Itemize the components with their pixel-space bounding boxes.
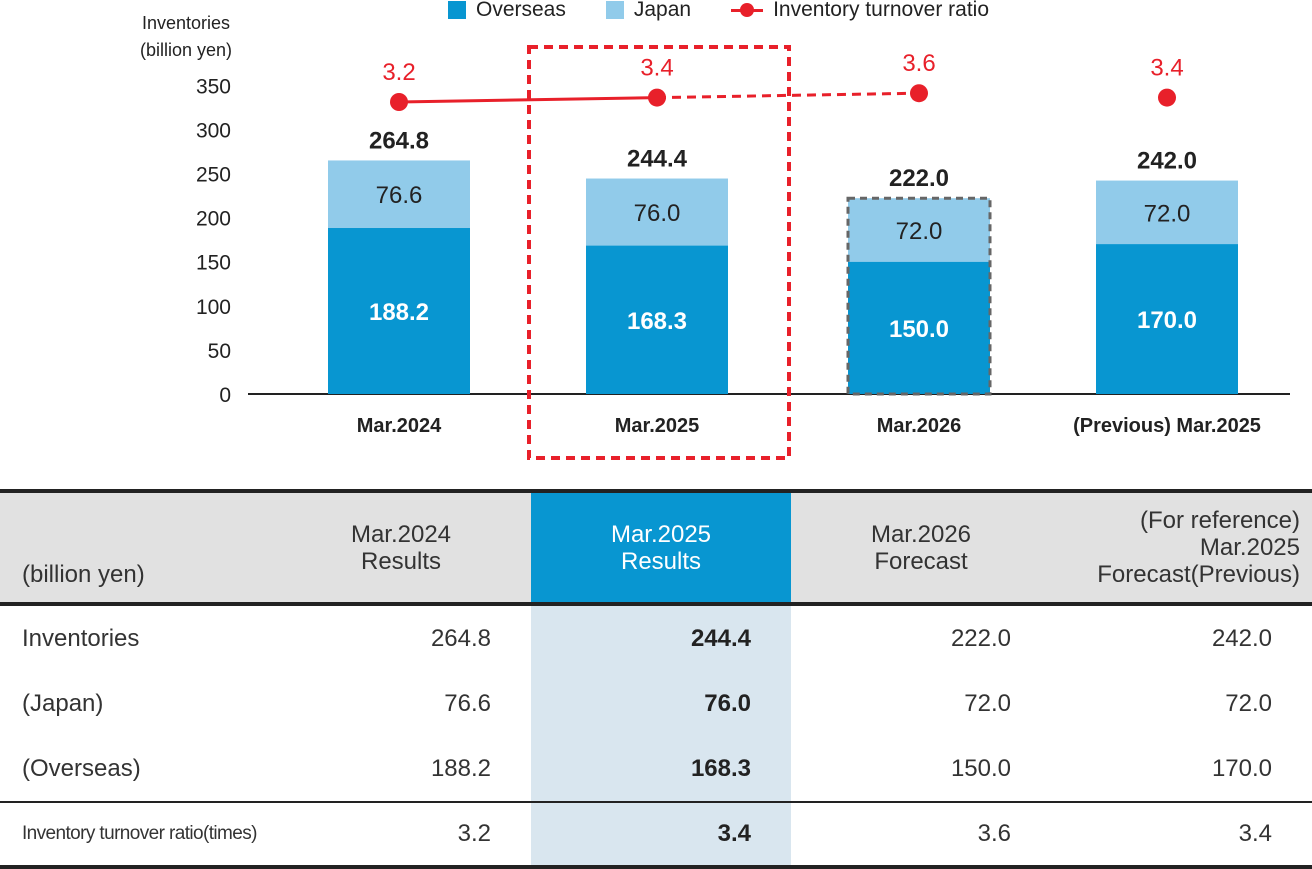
table-cell: 76.0 [531,671,791,736]
table-cell: 3.6 [791,801,1051,869]
y-tick-label: 300 [196,119,231,142]
x-tick-label: (Previous) Mar.2025 [1073,415,1261,437]
turnover-line-dashed [656,91,920,100]
bar-japan [328,160,470,229]
turnover-point [910,84,928,103]
table-cell: 170.0 [1211,754,1272,782]
legend-item-japan: Japan [605,0,692,22]
turnover-label: 3.4 [640,55,673,82]
row-label: Inventory turnover ratio(times) [0,801,271,869]
table-cell: 168.3 [531,736,791,802]
table-row-inventories: Inventories 264.8 244.4 222.0 242.0 [0,604,1312,671]
data-label-overseas: 168.3 [627,308,687,335]
table-cell: 3.2 [271,801,531,869]
data-label-japan: 72.0 [896,218,943,245]
row-label: Inventories [22,624,140,652]
legend-line-marker-icon [731,1,764,19]
table-cell: 244.4 [531,604,791,671]
y-axis-title-line1: Inventories [141,13,231,33]
col-head-mar2025: Mar.2025 Results [531,489,791,606]
chart-legend: Overseas Japan Inventory turnover ratio [448,0,1029,22]
col-head-line: Mar.2024 [350,520,452,548]
y-tick-label: 250 [196,164,231,187]
table-cell: 264.8 [430,624,491,652]
table-cell: 242.0 [1211,624,1272,652]
legend-item-turnover: Inventory turnover ratio [731,0,989,22]
col-head-line: Mar.2026 [870,520,972,548]
turnover-point [648,88,666,107]
turnover-label: 3.2 [382,59,415,86]
y-tick-label: 0 [219,384,231,407]
data-label-total: 222.0 [889,165,949,192]
y-tick-label: 50 [208,340,231,363]
highlight-box-mar2025 [527,45,791,460]
legend-label-overseas: Overseas [476,0,566,21]
bar-japan [1096,180,1238,245]
table-cell: 3.4 [531,801,791,869]
x-tick-label: Mar.2024 [357,415,442,437]
y-axis-title-line2: (billion yen) [140,40,233,60]
turnover-point [390,93,408,111]
col-head-previous-forecast: (For reference) Mar.2025 Forecast(Previo… [1051,489,1312,606]
col-head-mar2026: Mar.2026 Forecast [791,489,1051,606]
col-head-line: Results [360,547,442,575]
data-label-overseas: 150.0 [889,316,949,343]
y-axis-title: Inventories (billion yen) [140,10,232,64]
row-label: (Japan) [22,689,104,717]
table-unit-label: (billion yen) [0,489,271,606]
col-head-line: Mar.2025 [1199,534,1300,561]
col-head-mar2024: Mar.2024 Results [271,489,531,606]
table-cell: 222.0 [950,624,1011,652]
inventory-chart: 0 50 100 150 200 250 300 350 188.2 76.6 264.8 Mar.… [196,45,1290,460]
turnover-label: 3.4 [1150,55,1183,82]
table-header-row: (billion yen) Mar.2024 Results Mar.2025 … [0,489,1312,606]
legend-label-japan: Japan [633,0,692,21]
data-label-japan: 76.0 [634,200,681,227]
bar-overseas [586,245,728,394]
x-tick-label: Mar.2026 [877,415,962,437]
forecast-dashed-border [846,196,992,396]
col-head-line: Forecast [874,547,968,575]
table-cell: 72.0 [1225,689,1272,717]
data-label-overseas: 170.0 [1137,307,1197,334]
data-label-japan: 76.6 [376,182,423,209]
table-cell: 76.6 [444,689,491,717]
legend-swatch-japan [605,1,624,19]
table-cell: 72.0 [964,689,1011,717]
bar-overseas [848,261,990,394]
inventory-table: (billion yen) Mar.2024 Results Mar.2025 … [0,489,1312,869]
y-tick-label: 200 [196,208,231,231]
y-tick-label: 100 [196,296,231,319]
bar-overseas [1096,244,1238,394]
turnover-line-solid [398,96,658,104]
col-head-line: (For reference) [1139,507,1300,534]
col-head-line: Results [620,547,702,575]
bar-japan [586,178,728,246]
y-tick-label: 350 [196,75,231,98]
col-head-line: Mar.2025 [610,520,712,548]
table-row-overseas: (Overseas) 188.2 168.3 150.0 170.0 [0,736,1312,802]
data-label-japan: 72.0 [1144,200,1191,227]
y-tick-label: 150 [196,252,231,275]
table-row-turnover-ratio: Inventory turnover ratio(times) 3.2 3.4 … [0,801,1312,869]
table-cell: 3.4 [1051,801,1312,869]
table-cell: 150.0 [950,754,1011,782]
legend-swatch-overseas [448,1,466,19]
table-cell: 188.2 [430,754,491,782]
turnover-point [1158,88,1176,107]
bar-overseas [328,228,470,394]
row-label: (Overseas) [22,754,141,782]
data-label-total: 242.0 [1137,148,1197,175]
turnover-label: 3.6 [902,50,935,77]
legend-label-turnover: Inventory turnover ratio [773,0,990,21]
data-label-total: 264.8 [369,127,429,154]
bar-japan [848,198,990,262]
data-label-overseas: 188.2 [369,299,429,326]
data-label-total: 244.4 [627,146,688,173]
legend-item-overseas: Overseas [448,0,566,22]
table-row-japan: (Japan) 76.6 76.0 72.0 72.0 [0,671,1312,736]
col-head-line: Forecast(Previous) [1097,561,1300,588]
x-tick-label: Mar.2025 [615,415,700,437]
